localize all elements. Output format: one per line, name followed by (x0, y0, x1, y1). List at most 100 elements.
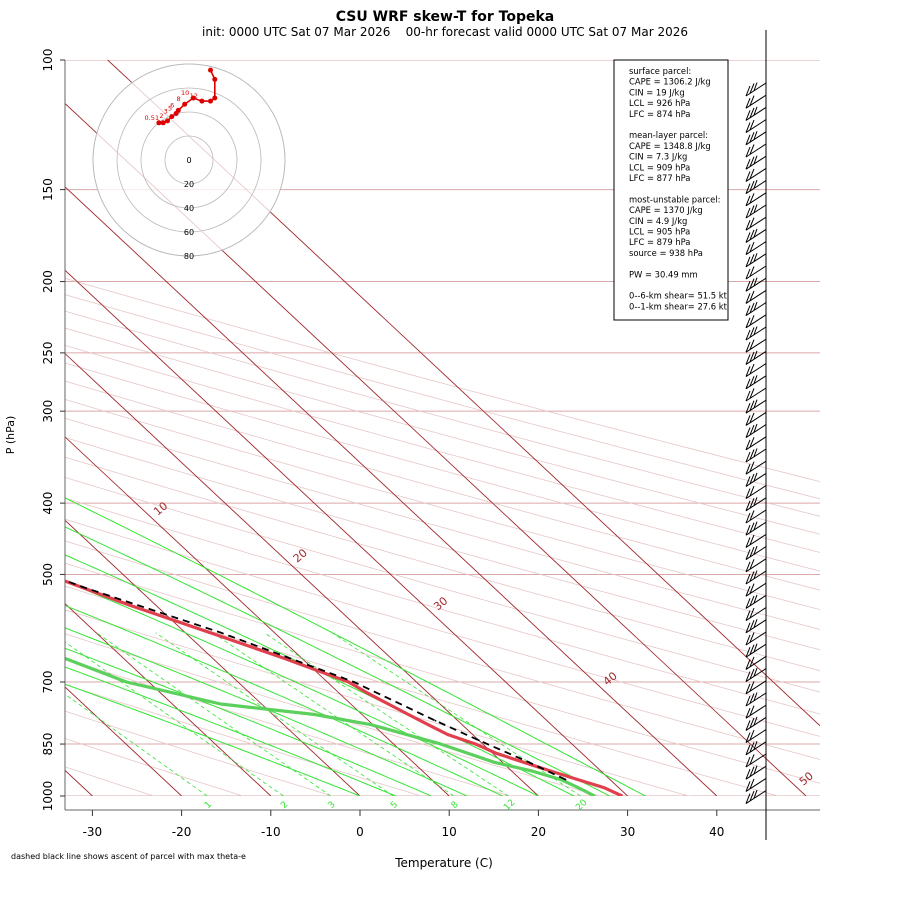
wind-barb-flag (753, 594, 758, 604)
isotherm-label: 50 (797, 769, 816, 788)
wind-barb (745, 521, 767, 536)
hodograph-ring-label: 80 (184, 252, 194, 261)
x-tick-label: -20 (172, 825, 192, 839)
wind-barb-flag (753, 741, 758, 750)
wind-barb-flag (753, 789, 758, 799)
wind-barb (745, 716, 767, 731)
wind-barb (745, 204, 767, 219)
temperature-data-point (283, 657, 285, 660)
wind-barb-flag (745, 598, 751, 609)
stats-line: LCL = 905 hPa (629, 226, 690, 236)
dewpoint-data-point (370, 723, 372, 726)
wind-barb-flag (749, 400, 755, 411)
footnote: dashed black line shows ascent of parcel… (11, 852, 246, 861)
wind-barb-flag (745, 793, 751, 804)
y-axis-title: P (hPa) (4, 416, 17, 455)
wind-barb-flag (745, 549, 751, 560)
wind-barb-flag (749, 156, 755, 167)
temperature-data-point (347, 681, 350, 683)
temperature-data-point (387, 703, 390, 705)
wind-barb-shaft (745, 729, 767, 744)
wind-barb-flag (745, 317, 751, 328)
wind-barb-shaft (745, 180, 767, 195)
isotherm-line (65, 186, 718, 796)
wind-barb-flag (749, 668, 755, 680)
hodograph-point (160, 120, 166, 126)
wind-barb-shaft (745, 655, 767, 670)
wind-barb-flag (749, 571, 755, 582)
x-axis-title: Temperature (C) (394, 856, 493, 870)
mixing-ratio-line (65, 641, 284, 796)
wind-barb-flag (745, 415, 751, 426)
hodograph-point (182, 101, 188, 107)
wind-barb-flag (745, 171, 751, 182)
wind-barb-flag (753, 82, 758, 91)
wind-barb-shaft (745, 460, 767, 475)
dry-adiabat-line (65, 437, 820, 651)
hodograph-point (156, 120, 162, 126)
wind-barb (745, 729, 767, 744)
isotherm-line (0, 60, 3, 796)
wind-barb-flag (749, 144, 755, 155)
wind-barb (745, 789, 767, 805)
hodograph-ring-label: 60 (184, 228, 194, 237)
wind-barb-shaft (745, 680, 767, 695)
wind-barb-shaft (745, 741, 767, 756)
wind-barb (745, 765, 767, 780)
wind-barb (745, 399, 767, 414)
wind-barb-flag (745, 159, 751, 170)
wind-barb-shaft (745, 570, 767, 585)
dry-adiabat-line (65, 362, 820, 572)
profile-lines (65, 579, 624, 796)
background-lines (0, 60, 820, 796)
wind-barb-flag (749, 754, 755, 765)
stats-line: LCL = 909 hPa (629, 162, 690, 172)
wind-barb-flag (745, 573, 751, 585)
wind-barb-flag (745, 537, 751, 548)
wind-barb-flag (745, 195, 751, 206)
wind-barb-shaft (745, 131, 767, 146)
wind-barb-flag (753, 423, 758, 433)
wind-barb-flag (745, 708, 751, 719)
wind-barb (745, 265, 767, 280)
stats-line (629, 259, 632, 269)
wind-barb-flag (749, 595, 755, 606)
p-tick-label: 200 (41, 270, 55, 293)
stats-line (629, 280, 632, 290)
wind-barb-flag (749, 95, 755, 106)
x-tick-label: 30 (620, 825, 635, 839)
wind-barb-shaft (745, 631, 767, 646)
moist-adiabat-line (65, 497, 646, 796)
moist-adiabat-line (65, 604, 503, 796)
parcel-data-point (353, 681, 355, 683)
wind-barb-flag (753, 155, 758, 165)
dewpoint-data-point (493, 761, 496, 764)
wind-barb-shaft (745, 594, 767, 609)
stats-line: CIN = 7.3 J/kg (629, 152, 687, 162)
wind-barb-flag (749, 217, 755, 228)
wind-barb-flag (749, 656, 755, 667)
wind-barb (745, 277, 767, 292)
dry-adiabat-line (65, 456, 820, 672)
wind-barb-shaft (745, 143, 767, 158)
chart-subtitle: init: 0000 UTC Sat 07 Mar 2026 00-hr for… (202, 25, 688, 39)
isotherm-label: 30 (431, 594, 450, 613)
wind-barb-flag (745, 476, 751, 487)
dry-adiabat-line (65, 540, 820, 760)
chart-title: CSU WRF skew-T for Topeka (336, 9, 554, 25)
wind-barb-flag (745, 500, 751, 511)
wind-barb-flag (745, 647, 751, 658)
wind-barb-flag (745, 769, 751, 780)
wind-barb-flag (749, 681, 755, 692)
wind-barb-flag (749, 107, 755, 118)
p-tick-label: 400 (41, 492, 55, 515)
moist-adiabat-line (65, 580, 539, 796)
wind-barb-flag (745, 744, 751, 755)
wind-barb-flag (753, 643, 758, 653)
wind-barb-flag (749, 278, 755, 289)
wind-barb (745, 167, 767, 182)
wind-barb (745, 680, 767, 695)
wind-barb-flag (745, 525, 751, 536)
